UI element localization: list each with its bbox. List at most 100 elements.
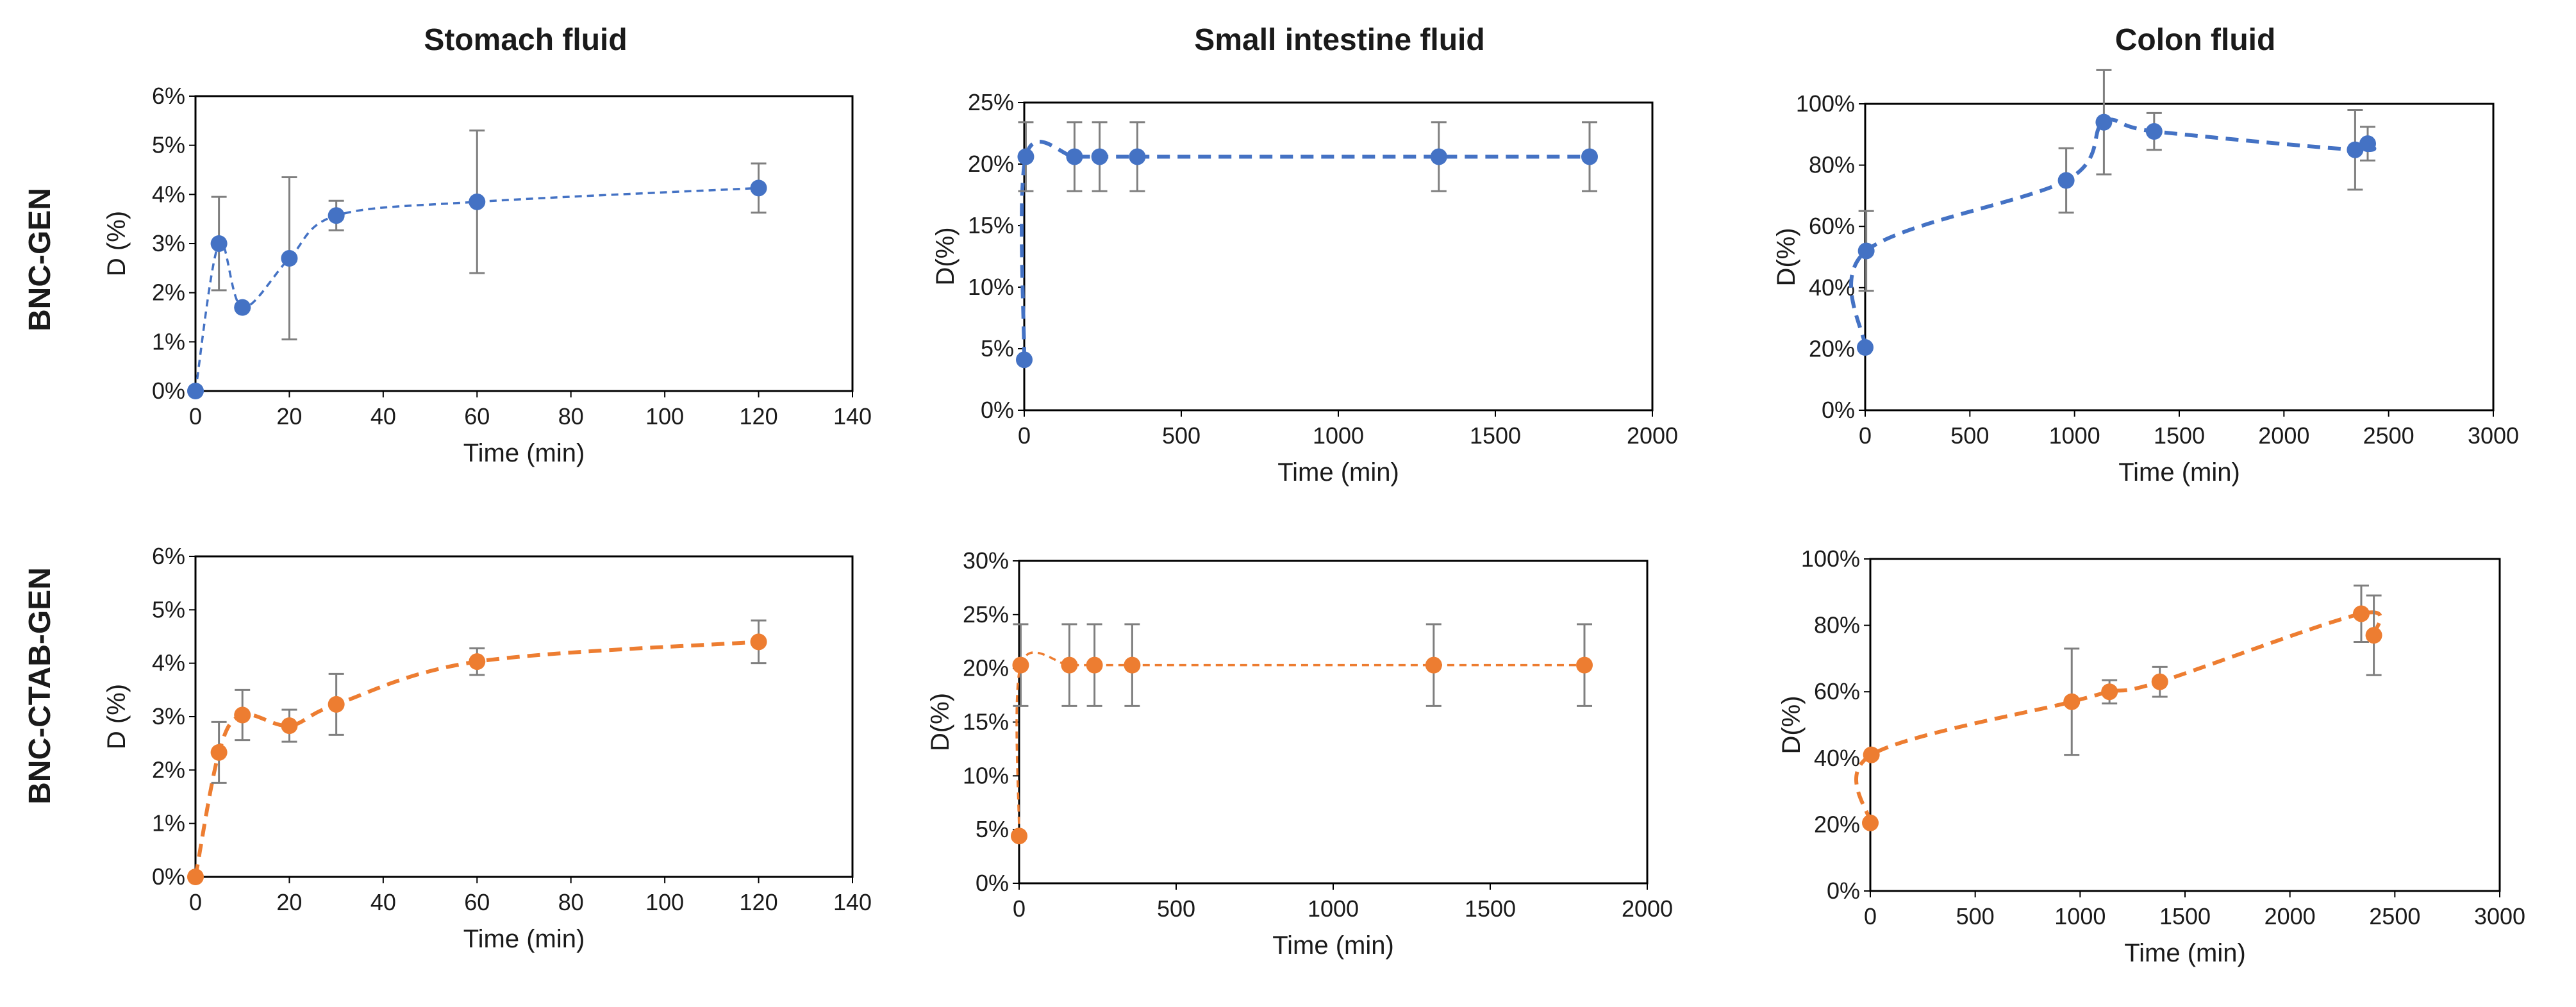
y-tick-label: 80% (1814, 612, 1860, 638)
y-tick-label: 0% (1822, 397, 1855, 423)
y-tick-label: 20% (1814, 811, 1860, 837)
x-tick-label: 2000 (1622, 895, 1673, 922)
data-point (2101, 683, 2118, 701)
x-tick-label: 0 (1013, 895, 1026, 922)
x-tick-label: 3000 (2468, 422, 2519, 449)
x-tick-label: 1500 (2154, 422, 2205, 449)
y-tick-label: 0% (152, 863, 185, 890)
y-tick-label: 25% (963, 601, 1009, 628)
y-tick-label: 2% (152, 279, 185, 306)
x-tick-label: 500 (1157, 895, 1195, 922)
series-line (1015, 651, 1585, 836)
x-tick-label: 100 (645, 889, 684, 915)
x-tick-label: 140 (833, 889, 872, 915)
x-tick-label: 2000 (1627, 422, 1678, 449)
y-tick-label: 100% (1796, 90, 1855, 117)
y-tick-label: 4% (152, 181, 185, 207)
data-point (2095, 113, 2113, 131)
y-tick-label: 15% (968, 212, 1014, 238)
y-tick-label: 80% (1809, 152, 1855, 178)
x-tick-label: 2500 (2363, 422, 2414, 449)
plot-frame (1023, 101, 1654, 412)
data-point (469, 193, 486, 210)
data-point (1857, 339, 1874, 356)
x-tick-label: 0 (1864, 903, 1877, 929)
x-tick-label: 3000 (2474, 903, 2525, 929)
chart-panel-stomach-bnc-ctab-gen: 0% 1% 2% 3% 4% 5% 6% 0 20 40 60 80 100 120 140 Time (mi… (103, 543, 872, 953)
x-tick-label: 0 (1859, 422, 1872, 449)
y-axis-label: D (%) (103, 684, 131, 749)
y-tick-label: 5% (981, 335, 1014, 362)
data-point (750, 633, 767, 651)
y-tick-label: 100% (1801, 545, 1860, 572)
x-tick-label: 120 (740, 403, 778, 429)
data-point (210, 744, 228, 761)
y-axis-label: D(%) (926, 693, 954, 751)
data-point (210, 235, 228, 252)
row-label-bnc-gen: BNC-GEN (23, 188, 57, 331)
x-tick-label: 1500 (1470, 422, 1521, 449)
data-point (281, 717, 298, 735)
data-point (469, 653, 486, 670)
chart-panel-colon-bnc-ctab-gen: 0% 20% 40% 60% 80% 100% 0 500 1000 1500 2000 2500 30… (1777, 545, 2525, 967)
x-axis-label: Time (min) (1277, 458, 1399, 487)
x-tick-label: 20 (276, 403, 302, 429)
x-tick-label: 140 (833, 403, 872, 429)
x-tick-label: 500 (1956, 903, 1995, 929)
y-tick-label: 40% (1814, 745, 1860, 771)
x-tick-label: 40 (370, 403, 396, 429)
plot-frame (194, 555, 854, 878)
plot-frame (1864, 103, 2495, 412)
x-axis-label: Time (min) (1272, 931, 1394, 960)
data-point (1012, 656, 1029, 674)
series-line (1020, 140, 1590, 360)
y-axis-label: D(%) (931, 227, 960, 285)
y-tick-label: 5% (152, 132, 185, 158)
data-point (1581, 148, 1598, 165)
x-tick-label: 0 (1018, 422, 1031, 449)
y-tick-label: 5% (152, 596, 185, 622)
data-point (1066, 148, 1083, 165)
data-point (2359, 135, 2376, 153)
data-point (1086, 656, 1103, 674)
x-tick-label: 500 (1162, 422, 1201, 449)
x-tick-label: 1000 (2049, 422, 2100, 449)
plot-frame (194, 95, 854, 392)
x-tick-label: 0 (189, 889, 202, 915)
x-tick-label: 60 (464, 889, 490, 915)
data-point (1425, 656, 1442, 674)
y-tick-label: 10% (963, 762, 1009, 788)
data-point (1857, 242, 1875, 260)
y-tick-label: 10% (968, 274, 1014, 300)
x-tick-label: 60 (464, 403, 490, 429)
column-title-stomach: Stomach fluid (424, 23, 627, 57)
y-tick-label: 3% (152, 230, 185, 256)
chart-panel-colon-bnc-gen: 0% 20% 40% 60% 80% 100% 0 500 1000 1500 2000 2500 30… (1772, 69, 2519, 487)
series-line (1849, 117, 2377, 348)
data-point (2365, 627, 2382, 644)
y-tick-label: 6% (152, 543, 185, 569)
y-tick-label: 20% (968, 151, 1014, 177)
x-tick-label: 1000 (1308, 895, 1359, 922)
data-point (1124, 656, 1141, 674)
data-point (1017, 148, 1035, 165)
data-point (187, 383, 204, 399)
y-tick-label: 0% (981, 397, 1014, 423)
y-axis-label: D(%) (1777, 695, 1806, 754)
data-point (2352, 605, 2370, 622)
x-tick-label: 20 (276, 889, 302, 915)
data-point (2057, 172, 2075, 189)
x-tick-label: 1000 (1313, 422, 1364, 449)
data-point (2347, 141, 2364, 158)
column-title-colon: Colon fluid (2115, 23, 2276, 57)
x-axis-label: Time (min) (2118, 458, 2240, 487)
data-point (328, 695, 345, 713)
row-label-bnc-ctab-gen: BNC-CTAB-GEN (23, 567, 57, 804)
y-tick-label: 0% (1827, 878, 1860, 904)
y-axis-label: D (%) (103, 211, 131, 276)
data-point (234, 299, 251, 316)
y-tick-label: 20% (1809, 335, 1855, 362)
y-axis-label: D(%) (1772, 228, 1800, 286)
x-axis-label: Time (min) (463, 925, 585, 953)
x-tick-label: 40 (370, 889, 396, 915)
